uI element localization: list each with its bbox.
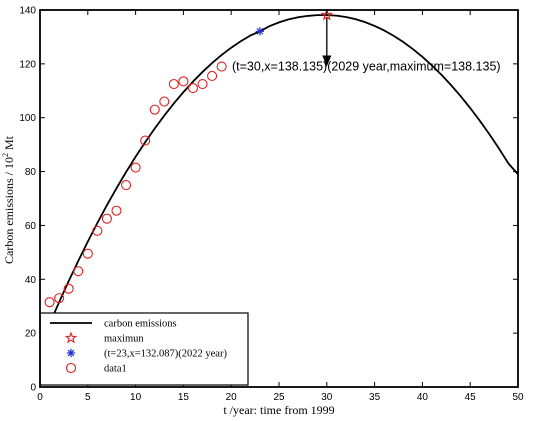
y-tick-label: 100: [19, 113, 36, 124]
data1-point: [44, 297, 55, 308]
data1-point: [130, 162, 141, 173]
y-tick-label: 0: [30, 383, 36, 394]
legend-asterisk-marker: [66, 348, 76, 358]
y-tick-label: 120: [19, 59, 36, 70]
y-tick-label: 20: [25, 329, 37, 340]
y-axis-title: Carbon emissions / 102 Mt: [1, 135, 16, 264]
legend: carbon emissions maximun (t=23,x=132.087…: [39, 312, 249, 386]
y-tick-label: 140: [19, 6, 36, 17]
x-tick-label: 20: [226, 392, 238, 403]
data1-point: [168, 79, 179, 90]
annotation-arrow-head: [322, 55, 332, 67]
x-axis-ticks: 0 5 10 15 20 25 30 35 40 45 50: [37, 10, 524, 403]
y-tick-label: 80: [25, 167, 37, 178]
data1-point: [120, 179, 132, 191]
legend-label-maximun: maximun: [104, 334, 144, 345]
y-tick-label: 60: [25, 221, 37, 232]
y-axis-title-main: Carbon emissions / 10: [2, 157, 16, 264]
x-tick-label: 50: [512, 392, 524, 403]
point-2022-marker: [255, 27, 265, 36]
data1-point: [178, 76, 189, 87]
legend-label-2022: (t=23,x=132.087)(2022 year): [104, 349, 227, 360]
data1-point: [82, 248, 93, 259]
legend-label-carbon-emissions: carbon emissions: [104, 319, 177, 330]
data1-point: [63, 283, 74, 294]
legend-star-marker: [64, 331, 78, 344]
data1-point: [101, 213, 112, 224]
axes-box: [39, 9, 519, 388]
maximum-annotation: (t=30,x=138.135)(2029 year,maximum=138.1…: [232, 18, 501, 74]
x-tick-label: 10: [130, 392, 142, 403]
x-tick-label: 30: [321, 392, 333, 403]
data1-point: [54, 293, 65, 304]
x-tick-label: 35: [369, 392, 381, 403]
legend-asterisk-shape: [66, 348, 76, 358]
data1-point: [92, 225, 103, 236]
maximum-star-marker: [320, 8, 334, 21]
data1-point: [207, 70, 218, 82]
x-tick-label: 40: [417, 392, 429, 403]
y-axis-title-unit: Mt: [2, 135, 16, 153]
y-axis-title-exponent: 2: [1, 153, 10, 157]
data1-point: [216, 61, 227, 72]
x-tick-label: 15: [178, 392, 190, 403]
annotation-text: (t=30,x=138.135)(2029 year,maximum=138.1…: [232, 60, 501, 74]
plot-area: [39, 8, 519, 347]
x-tick-label: 5: [85, 392, 91, 403]
legend-box: [39, 312, 249, 386]
data1-point: [197, 79, 208, 90]
legend-star-shape: [64, 331, 78, 344]
x-tick-label: 0: [37, 392, 43, 403]
x-tick-label: 25: [273, 392, 285, 403]
legend-circle-marker: [65, 362, 77, 374]
data1-point: [149, 104, 160, 115]
carbon-emissions-curve: [39, 14, 519, 347]
x-tick-label: 45: [465, 392, 477, 403]
y-tick-label: 40: [25, 275, 37, 286]
x-axis-title: t /year: time from 1999: [223, 403, 334, 417]
data1-point: [73, 266, 84, 277]
data1-point: [159, 96, 170, 107]
data1-point: [187, 83, 199, 94]
legend-label-data1: data1: [104, 364, 127, 375]
data1-point: [140, 135, 151, 146]
data1-point: [111, 205, 122, 216]
